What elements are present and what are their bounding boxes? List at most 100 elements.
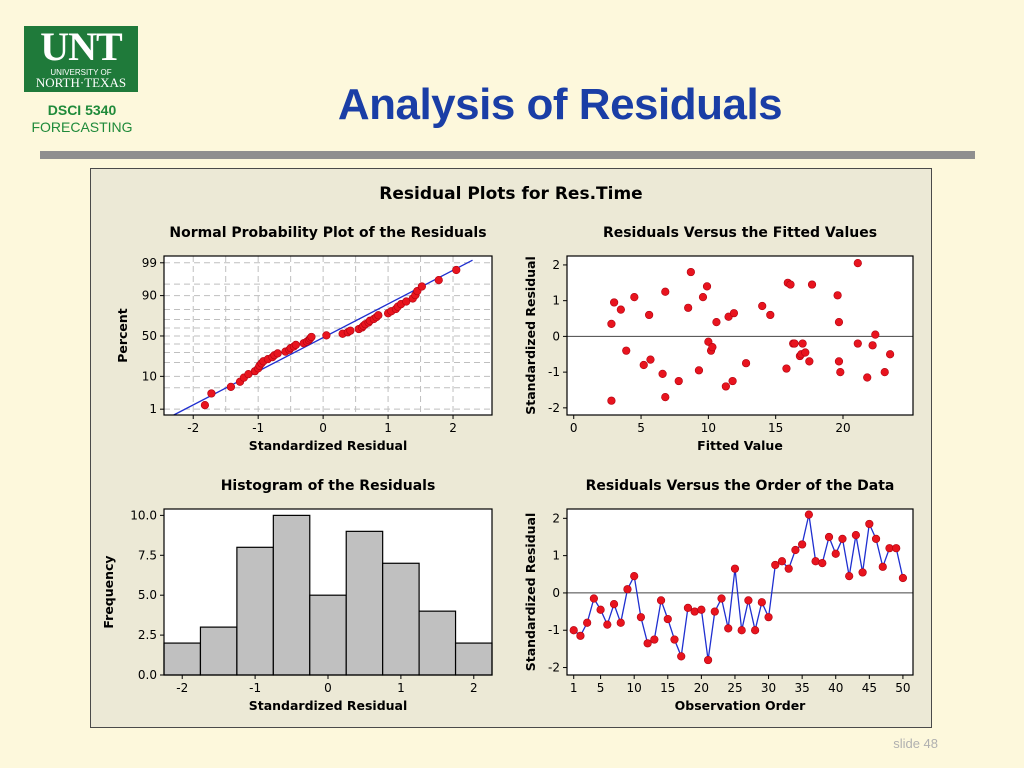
resid-vs-fit-point [786, 280, 795, 289]
resid-vs-order-point [670, 635, 679, 644]
resid-vs-order-point [690, 607, 699, 616]
resid-vs-order-point [777, 557, 787, 566]
resid-vs-order-x-tick-label: 1 [570, 681, 578, 695]
resid-vs-order-point [871, 534, 881, 543]
resid-vs-fit-point [610, 298, 619, 307]
resid-vs-fit-point [807, 280, 817, 289]
resid-vs-fit-point [702, 282, 712, 291]
resid-vs-order-point [798, 540, 807, 549]
resid-vs-fit-x-tick-label: 15 [768, 421, 783, 435]
normal-prob-point [374, 311, 383, 320]
resid-vs-fit-point [658, 369, 667, 379]
histogram-bar [236, 546, 274, 676]
resid-vs-order-point [771, 560, 780, 570]
normal-prob-point [434, 276, 443, 285]
resid-vs-order-point [730, 564, 740, 573]
resid-vs-order-point [744, 596, 753, 605]
resid-vs-fit-x-tick-label: 5 [637, 421, 645, 435]
normal-prob-title: Normal Probability Plot of the Residuals [169, 225, 486, 241]
resid-vs-fit-point [886, 350, 895, 359]
resid-vs-order-point [677, 652, 686, 661]
histogram-bar [272, 514, 311, 676]
resid-vs-order-point [717, 594, 726, 603]
resid-vs-order-frame [566, 508, 914, 676]
normal-prob-point [322, 331, 331, 340]
resid-vs-order-point [576, 631, 585, 640]
resid-vs-order-x-tick-label: 5 [597, 681, 605, 695]
resid-vs-order-y-tick-label: 0 [552, 586, 560, 600]
histogram-x-axis-label: Standardized Residual [249, 698, 408, 713]
histogram-title: Histogram of the Residuals [221, 478, 436, 494]
resid-vs-fit-point [686, 267, 695, 277]
resid-vs-order-y-tick-label: -1 [548, 623, 560, 637]
resid-vs-fit-point [782, 364, 791, 373]
resid-vs-order-point [892, 544, 901, 553]
resid-vs-order-point [751, 626, 760, 635]
resid-vs-fit-point [712, 318, 721, 327]
resid-vs-fit-point [607, 396, 616, 405]
resid-vs-fit-point [833, 291, 842, 300]
resid-vs-fit-y-tick-label: 1 [552, 294, 560, 308]
resid-vs-order-point [643, 639, 652, 648]
resid-vs-fit-point [836, 368, 845, 377]
resid-vs-order-point [838, 534, 847, 543]
resid-vs-order-point [697, 605, 706, 614]
resid-vs-order-point [710, 607, 719, 616]
resid-vs-order-point [650, 635, 659, 644]
resid-vs-order-y-axis-label: Standardized Residual [523, 513, 538, 672]
resid-vs-order-x-tick-label: 30 [761, 681, 776, 695]
histogram-bar [345, 530, 384, 676]
resid-vs-fit-point [684, 303, 693, 312]
resid-vs-fit-point [790, 339, 799, 348]
resid-vs-order-x-tick-label: 20 [694, 681, 709, 695]
resid-vs-fit-point [622, 346, 631, 355]
resid-vs-fit-point [708, 343, 717, 352]
histogram-bar [454, 642, 493, 676]
normal-prob-x-tick-label: -2 [187, 421, 199, 435]
resid-vs-order-point [831, 549, 840, 558]
resid-vs-fit-point [853, 259, 862, 268]
histogram-x-tick-label: 1 [397, 681, 405, 695]
normal-prob-point [207, 389, 216, 398]
resid-vs-order-x-tick-label: 10 [627, 681, 642, 695]
slide-title: Analysis of Residuals [337, 80, 783, 129]
resid-vs-fit-point [728, 376, 737, 386]
resid-vs-order-y-tick-label: -2 [548, 661, 560, 675]
resid-vs-fit-point [805, 357, 814, 366]
resid-vs-order-y-tick-label: 1 [552, 549, 560, 563]
resid-vs-fit-y-tick-label: -1 [548, 365, 560, 379]
resid-vs-fit-y-tick-label: -2 [548, 401, 560, 415]
resid-vs-fit-point [661, 287, 670, 296]
histogram-bar [382, 562, 420, 676]
resid-vs-order-x-tick-label: 45 [862, 681, 877, 695]
resid-vs-order-point [858, 568, 867, 577]
normal-prob-x-axis-label: Standardized Residual [249, 438, 408, 453]
normal-prob-y-tick-label: 90 [142, 289, 157, 303]
resid-vs-order-point [569, 626, 578, 635]
resid-vs-fit-point [868, 341, 877, 350]
resid-vs-order-point [636, 613, 646, 622]
resid-vs-fit-x-axis-label: Fitted Value [697, 438, 783, 453]
resid-vs-order-point [757, 598, 766, 607]
normal-prob-x-tick-label: 2 [449, 421, 457, 435]
resid-vs-order-point [623, 585, 632, 594]
resid-vs-order-point [596, 605, 605, 614]
normal-prob-point [417, 282, 426, 291]
histogram-y-tick-label: 0.0 [138, 668, 157, 682]
resid-vs-order-point [851, 531, 860, 540]
resid-vs-fit-frame [566, 255, 914, 416]
resid-vs-order-point [589, 594, 598, 603]
resid-vs-order-point [824, 532, 834, 542]
resid-vs-order-x-tick-label: 35 [795, 681, 810, 695]
histogram-x-tick-label: 2 [470, 681, 478, 695]
unt-logo: UNT UNIVERSITY OF NORTH·TEXAS [24, 26, 138, 92]
normal-prob-y-tick-label: 10 [142, 369, 157, 383]
histogram-x-tick-label: -2 [176, 681, 188, 695]
resid-vs-fit-point [729, 309, 739, 318]
resid-vs-order-x-tick-label: 15 [660, 681, 675, 695]
normal-prob-y-tick-label: 50 [142, 329, 157, 343]
histogram-bar [163, 642, 202, 676]
histogram-x-tick-label: 0 [324, 681, 332, 695]
course-name: FORECASTING [31, 119, 133, 135]
resid-vs-fit-point [674, 376, 683, 386]
